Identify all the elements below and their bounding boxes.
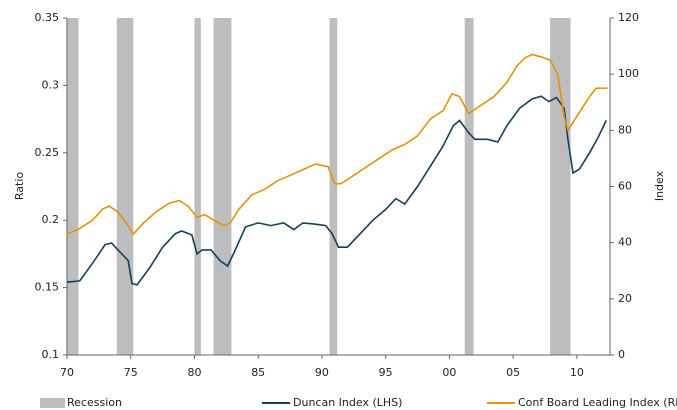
y2-tick-label: 40 (618, 236, 632, 249)
recession-band (464, 18, 474, 355)
x-tick-label: 85 (251, 366, 265, 379)
recession-band (329, 18, 338, 355)
y-axis-label: Ratio (13, 172, 26, 201)
y2-tick-label: 20 (618, 292, 632, 305)
y2-tick-label: 120 (618, 11, 639, 24)
y-tick-label: 0.2 (42, 213, 60, 226)
recession-band (550, 18, 571, 355)
y-tick-label: 0.15 (35, 281, 60, 294)
y-tick-label: 0.25 (35, 146, 60, 159)
legend-swatch (40, 398, 65, 408)
series-line (66, 53, 608, 236)
y-tick-label: 0.35 (35, 11, 60, 24)
y-tick-label: 0.3 (42, 78, 60, 91)
y-tick-label: 0.1 (42, 348, 60, 361)
x-tick-label: 90 (315, 366, 329, 379)
y2-tick-label: 0 (618, 348, 625, 361)
x-tick-label: 10 (570, 366, 584, 379)
y2-tick-label: 60 (618, 180, 632, 193)
x-tick-label: 00 (442, 366, 456, 379)
legend-label: Recession (67, 396, 122, 409)
x-tick-label: 75 (124, 366, 138, 379)
recession-band (213, 18, 232, 355)
recession-band (194, 18, 201, 355)
legend-label: Duncan Index (LHS) (293, 396, 402, 409)
series-line (66, 95, 607, 286)
y2-tick-label: 80 (618, 123, 632, 136)
y2-tick-label: 100 (618, 67, 639, 80)
legend-label: Conf Board Leading Index (RHS) (518, 396, 677, 409)
y2-axis-label: Index (653, 170, 666, 201)
x-tick-label: 05 (506, 366, 520, 379)
recession-band (67, 18, 79, 355)
x-tick-label: 70 (60, 366, 74, 379)
x-tick-label: 80 (187, 366, 201, 379)
x-tick-label: 95 (379, 366, 393, 379)
recession-band (116, 18, 134, 355)
